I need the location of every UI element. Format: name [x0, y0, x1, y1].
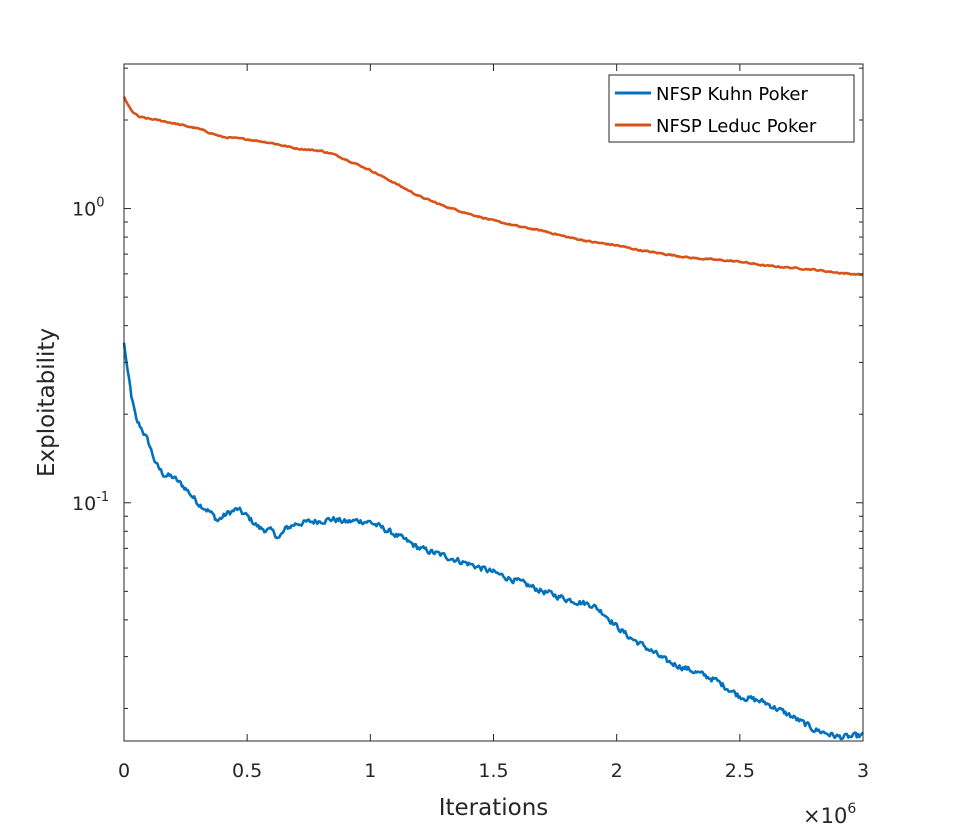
x-tick-label: 2	[611, 760, 623, 782]
plot-area	[124, 64, 863, 741]
x-tick-label: 3	[857, 760, 869, 782]
y-tick-label: 100	[72, 196, 104, 221]
y-axis-label: Exploitability	[34, 328, 60, 477]
legend-entry-leduc: NFSP Leduc Poker	[656, 116, 817, 137]
series-layer	[122, 96, 864, 741]
x-multiplier-base: ×10	[803, 804, 847, 828]
y-tick-exponent: -1	[96, 490, 109, 505]
x-tick-label: 2.5	[725, 760, 755, 782]
series-line-leduc	[122, 96, 864, 277]
y-tick-exponent: 0	[96, 196, 104, 211]
x-axis-multiplier: ×106	[803, 801, 856, 828]
x-axis-label: Iterations	[439, 795, 549, 821]
x-tick-label: 0.5	[232, 760, 262, 782]
series-line-kuhn	[122, 342, 864, 741]
y-tick-base: 10	[72, 493, 96, 515]
x-tick-label: 0	[118, 760, 130, 782]
legend-box	[608, 74, 855, 143]
legend: NFSP Kuhn Poker NFSP Leduc Poker	[608, 74, 855, 143]
x-tick-label: 1.5	[478, 760, 508, 782]
x-multiplier-exponent: 6	[847, 801, 856, 817]
x-tick-label: 1	[364, 760, 376, 782]
y-tick-label: 10-1	[72, 490, 109, 515]
legend-entry-kuhn: NFSP Kuhn Poker	[656, 84, 808, 105]
y-tick-base: 10	[72, 199, 96, 221]
